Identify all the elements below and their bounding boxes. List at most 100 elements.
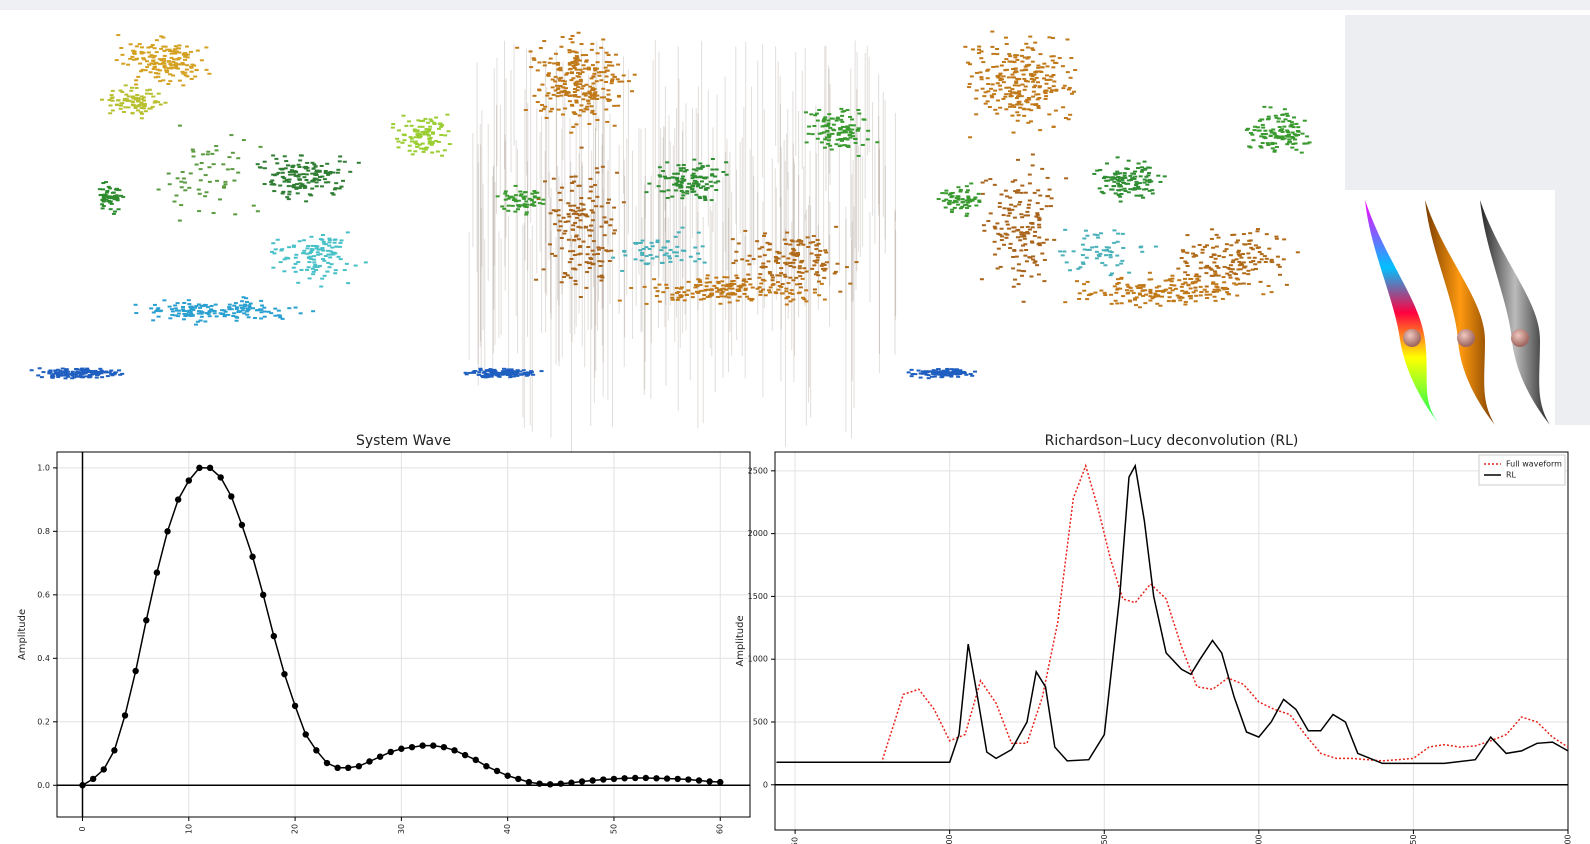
point [1230, 233, 1235, 236]
point [1103, 294, 1108, 297]
point [1292, 138, 1297, 141]
point [1185, 264, 1190, 267]
point [1126, 179, 1131, 182]
point [327, 241, 332, 244]
point [273, 314, 278, 317]
point [1053, 109, 1058, 112]
point [674, 291, 679, 294]
point [192, 64, 197, 67]
point [534, 278, 539, 281]
point [93, 372, 98, 375]
point [1035, 98, 1040, 101]
point [183, 313, 188, 316]
point [1098, 232, 1103, 235]
point [293, 256, 298, 259]
point [293, 306, 298, 309]
point [151, 56, 156, 59]
point [710, 157, 715, 160]
point [1022, 88, 1027, 91]
point [589, 77, 594, 80]
point [609, 249, 614, 252]
point [1249, 246, 1254, 249]
point [223, 183, 228, 186]
point [665, 196, 670, 199]
point [1283, 118, 1288, 121]
point [37, 367, 42, 370]
point [570, 181, 575, 184]
point [1134, 194, 1139, 197]
point [1214, 245, 1219, 248]
point [729, 293, 734, 296]
point [1289, 124, 1294, 127]
point [714, 168, 719, 171]
point [595, 61, 600, 64]
point [553, 75, 558, 78]
point [1210, 282, 1215, 285]
point [303, 186, 308, 189]
point [596, 248, 601, 251]
point [968, 136, 973, 139]
point [680, 226, 685, 229]
point [418, 120, 423, 123]
point [195, 49, 200, 52]
point [415, 130, 420, 133]
point [1172, 284, 1177, 287]
point [1142, 168, 1147, 171]
point [1113, 173, 1118, 176]
point [938, 370, 943, 373]
point [197, 210, 202, 213]
point [563, 272, 568, 275]
point [434, 116, 439, 119]
point [51, 373, 56, 376]
data-point [430, 742, 437, 749]
point [1193, 286, 1198, 289]
point [563, 87, 568, 90]
point [1237, 264, 1242, 267]
point [272, 190, 277, 193]
point [798, 286, 803, 289]
point [73, 373, 78, 376]
point [916, 369, 921, 372]
point [705, 186, 710, 189]
point [767, 248, 772, 251]
point [252, 316, 257, 319]
point [190, 148, 195, 151]
point [170, 66, 175, 69]
point [576, 253, 581, 256]
point [120, 53, 125, 56]
point [463, 371, 468, 374]
point [840, 120, 845, 123]
point [609, 82, 614, 85]
point [679, 259, 684, 262]
point [910, 373, 915, 376]
point [757, 247, 762, 250]
point [321, 258, 326, 261]
point [589, 257, 594, 260]
point [118, 107, 123, 110]
point [803, 111, 808, 114]
point [169, 64, 174, 67]
point [314, 178, 319, 181]
point [1158, 180, 1163, 183]
point [532, 201, 537, 204]
point [693, 286, 698, 289]
point [1094, 257, 1099, 260]
point [210, 309, 215, 312]
point [1065, 71, 1070, 74]
point [662, 190, 667, 193]
point [501, 367, 506, 370]
point [126, 63, 131, 66]
point [1299, 151, 1304, 154]
point [232, 179, 237, 182]
point [1261, 126, 1266, 129]
point [1115, 254, 1120, 257]
data-point [79, 782, 86, 789]
point [746, 273, 751, 276]
point [726, 296, 731, 299]
point [137, 43, 142, 46]
point [86, 370, 91, 373]
point [684, 169, 689, 172]
point [741, 283, 746, 286]
point [668, 248, 673, 251]
